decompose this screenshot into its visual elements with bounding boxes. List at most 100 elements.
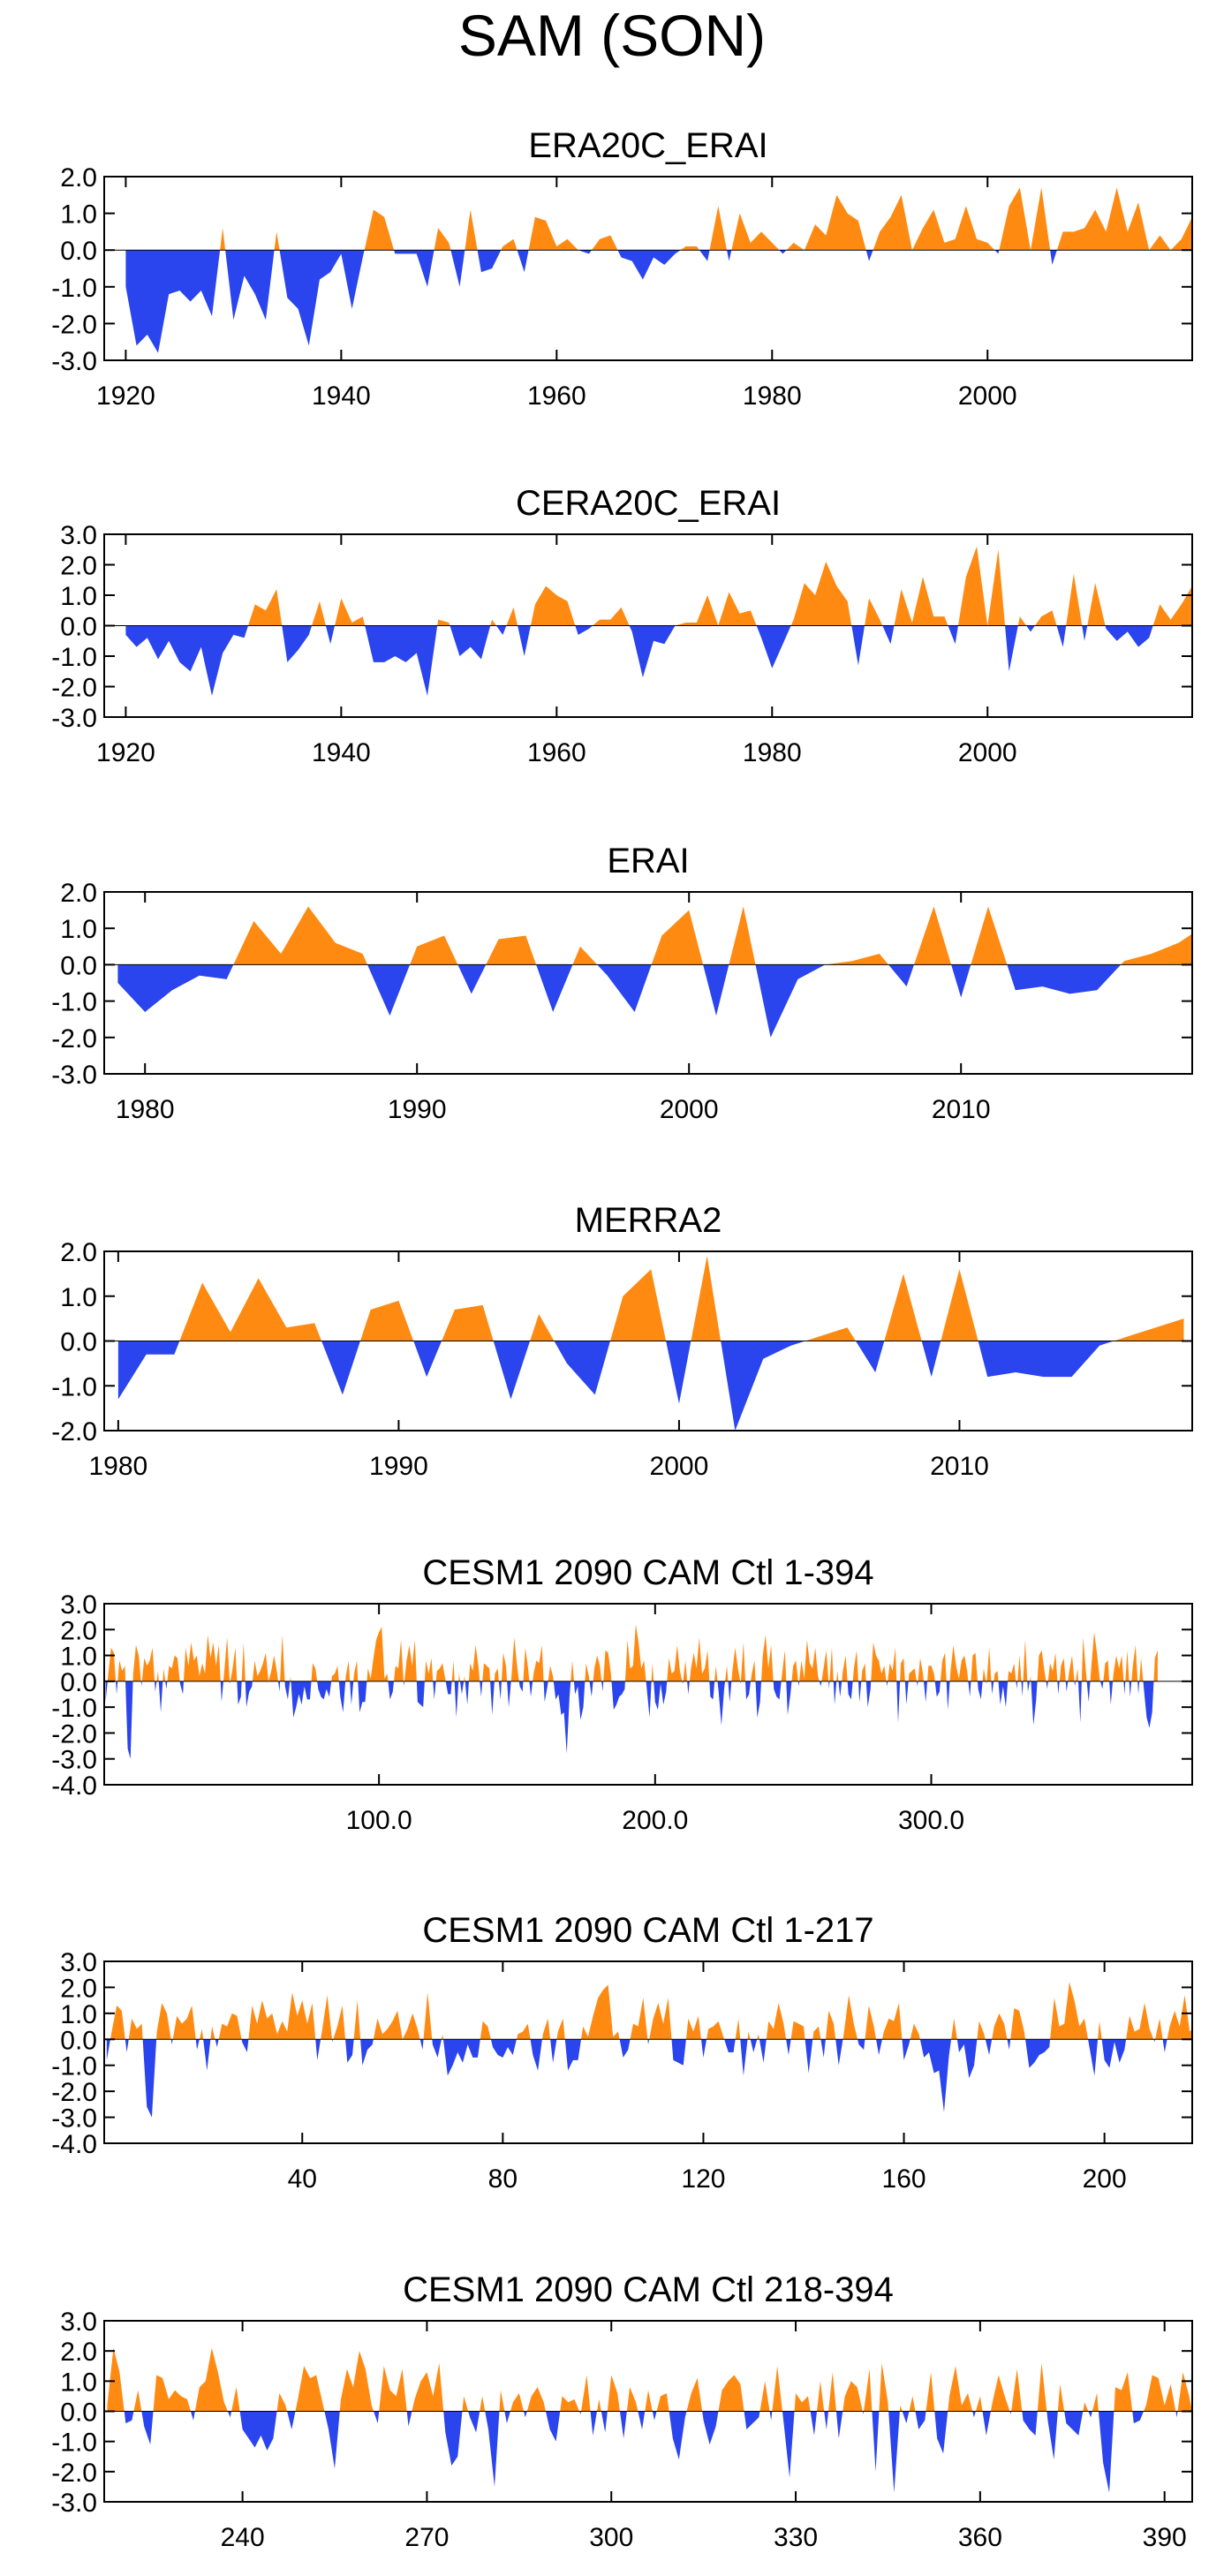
y-tick-label: -2.0 <box>51 1719 97 1749</box>
y-tick-label: -4.0 <box>51 2130 97 2159</box>
x-tick-label: 160 <box>882 2164 926 2194</box>
positive-area <box>220 187 1192 251</box>
negative-area <box>117 1341 1184 1431</box>
y-tick-label: 2.0 <box>60 1238 97 1267</box>
y-tick-label: 0.0 <box>60 2026 97 2055</box>
negative-area <box>107 2411 1192 2493</box>
x-tick-label: 1980 <box>743 738 802 767</box>
y-tick-label: -2.0 <box>51 2078 97 2107</box>
x-tick-label: 1940 <box>312 381 371 411</box>
positive-area <box>117 1256 1184 1341</box>
y-tick-label: 0.0 <box>60 1668 97 1697</box>
negative-area <box>117 964 1122 1038</box>
x-tick-label: 1990 <box>388 1095 447 1124</box>
y-tick-label: 3.0 <box>60 1590 97 1620</box>
negative-area <box>105 1681 1158 1759</box>
y-tick-label: 2.0 <box>60 552 97 581</box>
chart-title: MERRA2 <box>575 1201 722 1240</box>
y-tick-label: 2.0 <box>60 2338 97 2367</box>
x-tick-label: 1980 <box>89 1452 148 1481</box>
y-tick-label: -1.0 <box>51 988 97 1017</box>
y-tick-label: 2.0 <box>60 1974 97 2003</box>
x-tick-label: 2000 <box>958 381 1017 411</box>
y-tick-label: -1.0 <box>51 1372 97 1401</box>
x-tick-label: 40 <box>288 2164 317 2194</box>
positive-area <box>107 2347 1192 2412</box>
x-tick-label: 1940 <box>312 738 371 767</box>
x-tick-label: 1960 <box>527 738 586 767</box>
plot-frame <box>103 1603 1193 1786</box>
y-tick-label: -3.0 <box>51 1746 97 1775</box>
y-tick-label: 0.0 <box>60 237 97 266</box>
chart-title: CESM1 2090 CAM Ctl 218-394 <box>403 2270 894 2309</box>
y-tick-label: -4.0 <box>51 1771 97 1801</box>
y-tick-label: -2.0 <box>51 674 97 703</box>
chart-panel-4: MERRA2 2.0 1.0 0.0 -1.0 -2.0 1980 1990 2000 2010 <box>51 1201 1193 1481</box>
x-tick-label: 1960 <box>527 381 586 411</box>
y-tick-label: 0.0 <box>60 951 97 980</box>
y-tick-label: 1.0 <box>60 2000 97 2029</box>
y-tick-label: -2.0 <box>51 2459 97 2488</box>
x-tick-label: 100.0 <box>346 1806 412 1835</box>
y-tick-label: 0.0 <box>60 1328 97 1357</box>
negative-area <box>106 2039 1192 2118</box>
x-tick-label: 270 <box>404 2523 449 2552</box>
y-tick-label: 2.0 <box>60 1616 97 1645</box>
x-tick-label: 2010 <box>932 1095 991 1124</box>
positive-area <box>125 546 1192 626</box>
chart-panel-2: CERA20C_ERAI 3.02.01.00.0-1.0-2.0-3.0 1920… <box>51 484 1193 767</box>
x-tick-label: 390 <box>1143 2523 1187 2552</box>
y-tick-label: -2.0 <box>51 310 97 339</box>
y-tick-label: 1.0 <box>60 1283 97 1312</box>
y-tick-label: 1.0 <box>60 1643 97 1672</box>
x-tick-label: 1920 <box>96 738 155 767</box>
x-tick-label: 300.0 <box>898 1806 964 1835</box>
chart-title: ERA20C_ERAI <box>528 126 767 165</box>
negative-area <box>125 250 1057 353</box>
chart-panel-3: ERAI 2.0 1.0 0.0 -1.0 -2.0 -3.0 1980 1990 2000 201… <box>51 842 1193 1124</box>
chart-title: CESM1 2090 CAM Ctl 1-217 <box>422 1911 873 1950</box>
x-tick-label: 120 <box>681 2164 725 2194</box>
chart-title: CESM1 2090 CAM Ctl 1-394 <box>422 1553 873 1592</box>
y-tick-label: 2.0 <box>60 879 97 908</box>
y-tick-label: 3.0 <box>60 2308 97 2337</box>
x-tick-label: 1920 <box>96 381 155 411</box>
y-tick-label: 2.0 <box>60 163 97 193</box>
x-tick-label: 330 <box>774 2523 818 2552</box>
x-tick-label: 2010 <box>930 1452 989 1481</box>
y-tick-label: -3.0 <box>51 1061 97 1090</box>
chart-title: CERA20C_ERAI <box>516 484 781 523</box>
x-tick-label: 200.0 <box>622 1806 688 1835</box>
y-tick-label: 0.0 <box>60 2398 97 2428</box>
y-tick-label: 1.0 <box>60 200 97 230</box>
plot-frame <box>103 1960 1193 2144</box>
x-tick-label: 80 <box>488 2164 518 2194</box>
y-tick-label: -2.0 <box>51 1417 97 1447</box>
positive-area <box>110 1982 1192 2040</box>
y-tick-label: 1.0 <box>60 2368 97 2397</box>
y-tick-label: -1.0 <box>51 2052 97 2081</box>
chart-panel-1: ERA20C_ERAI 2.0 1.0 0.0 -1.0 -2.0 -3.0 1920 1940… <box>51 126 1193 411</box>
x-tick-label: 1980 <box>116 1095 175 1124</box>
y-tick-label: -1.0 <box>51 274 97 303</box>
plot-frame <box>103 891 1193 1075</box>
y-tick-label: -1.0 <box>51 643 97 672</box>
y-tick-label: -2.0 <box>51 1024 97 1054</box>
y-tick-label: -3.0 <box>51 704 97 733</box>
positive-area <box>107 1624 1158 1681</box>
chart-panel-6: CESM1 2090 CAM Ctl 1-217 3.02.01.00.0-1.0… <box>51 1911 1193 2194</box>
positive-area <box>117 906 1192 965</box>
page-title: SAM (SON) <box>457 3 767 68</box>
x-tick-label: 1990 <box>369 1452 428 1481</box>
x-tick-label: 200 <box>1083 2164 1127 2194</box>
y-tick-label: 1.0 <box>60 915 97 944</box>
x-tick-label: 2000 <box>660 1095 719 1124</box>
chart-title: ERAI <box>607 842 689 880</box>
y-tick-label: -3.0 <box>51 347 97 376</box>
chart-panel-5: CESM1 2090 CAM Ctl 1-394 3.02.01.00.0-1.0… <box>51 1553 1193 1835</box>
y-tick-label: 3.0 <box>60 521 97 550</box>
chart-panel-7: CESM1 2090 CAM Ctl 218-394 3.02.01.00.0-1… <box>51 2270 1193 2552</box>
x-tick-label: 300 <box>589 2523 633 2552</box>
x-tick-label: 2000 <box>650 1452 709 1481</box>
